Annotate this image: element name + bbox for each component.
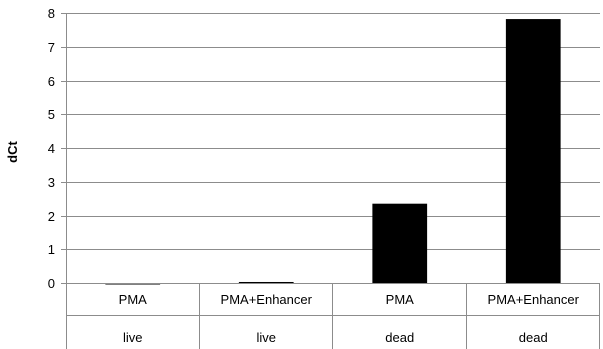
y-tick-label: 8 (48, 6, 55, 21)
x-category-label-bottom: dead (519, 330, 548, 345)
x-category-label-bottom: dead (385, 330, 414, 345)
x-axis: PMA live PMA+Enhancer live PMA dead PMA+Enhanc… (66, 283, 600, 349)
x-category-label-bottom: live (256, 330, 276, 345)
y-tick-label: 3 (48, 175, 55, 190)
x-category-label-top: PMA (386, 292, 415, 307)
y-tick-label: 0 (48, 276, 55, 291)
x-category-label-top: PMA (119, 292, 148, 307)
y-axis: 0 1 2 3 4 5 6 7 8 (48, 6, 67, 349)
x-category-label-top: PMA+Enhancer (221, 292, 313, 307)
y-tick-label: 1 (48, 242, 55, 257)
y-tick-label: 7 (48, 40, 55, 55)
x-category-label-bottom: live (123, 330, 143, 345)
bars (105, 19, 561, 285)
x-category-label-top: PMA+Enhancer (488, 292, 580, 307)
bar-2 (372, 203, 428, 283)
y-tick-label: 2 (48, 209, 55, 224)
y-tick-label: 5 (48, 107, 55, 122)
y-tick-label: 6 (48, 74, 55, 89)
bar-1 (238, 281, 294, 284)
bar-3 (505, 19, 561, 283)
y-tick-label: 4 (48, 141, 55, 156)
y-axis-title: dCt (5, 141, 20, 163)
gridlines (66, 13, 600, 284)
